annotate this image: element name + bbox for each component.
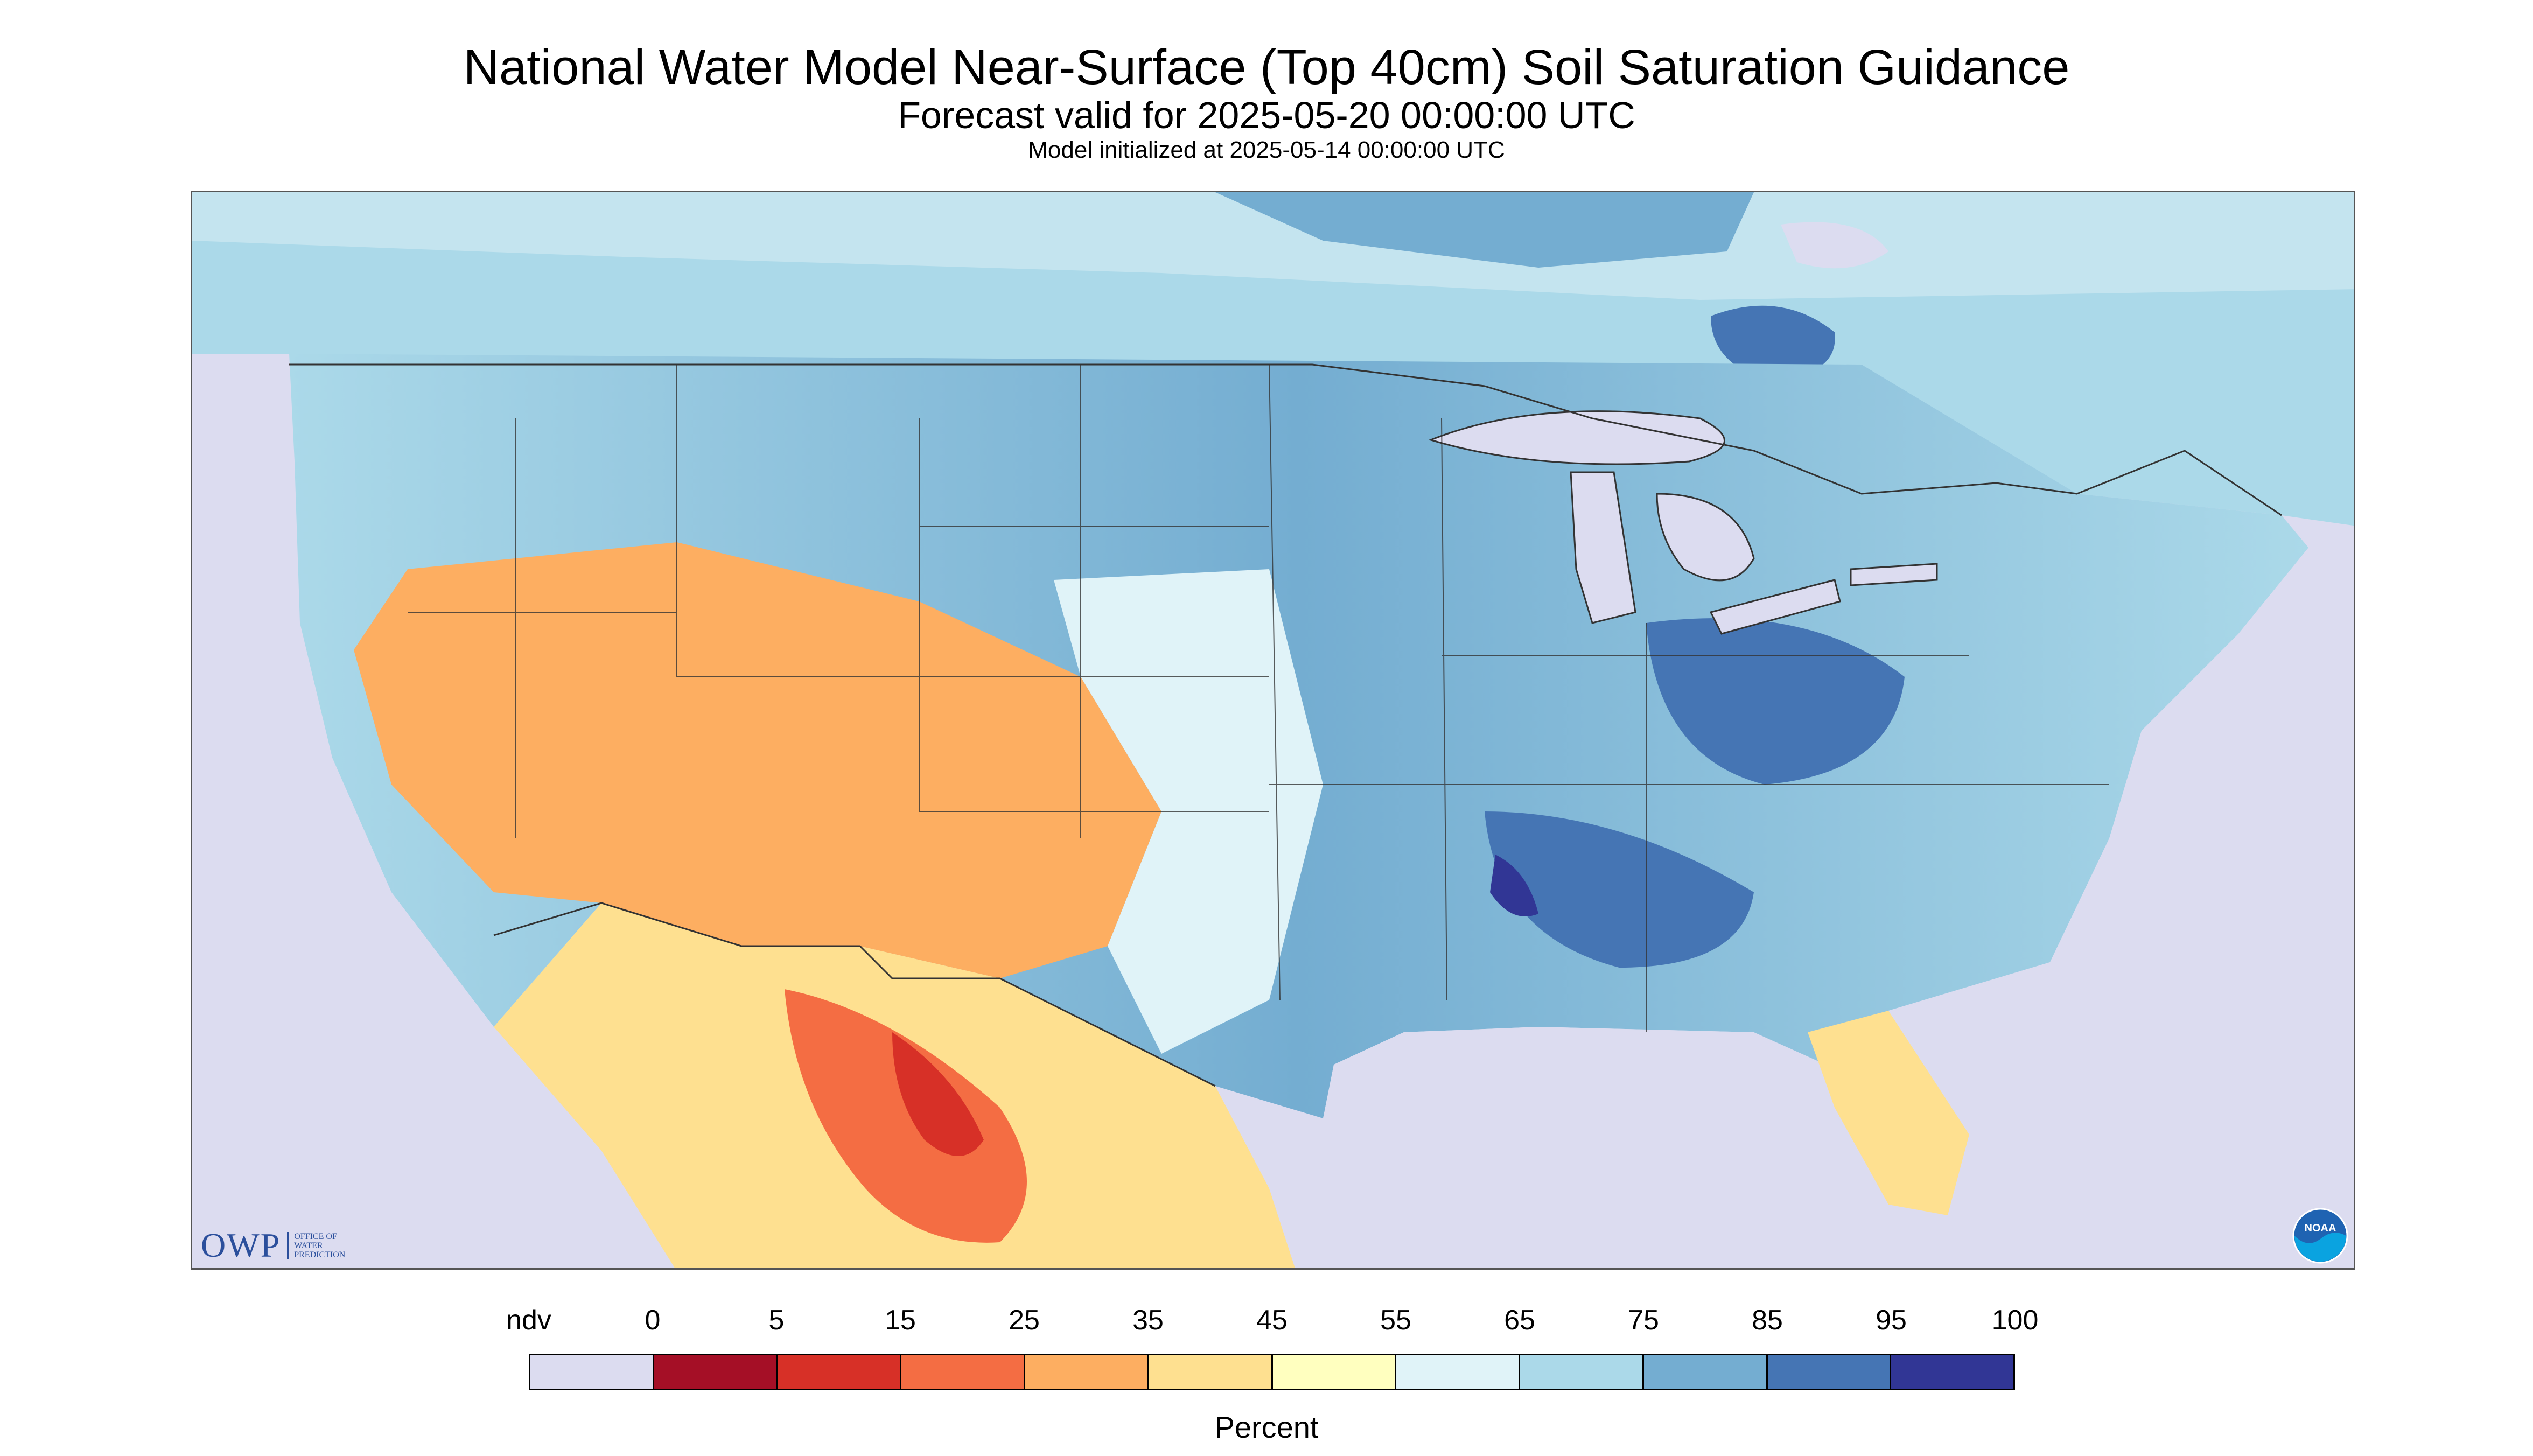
very-dry-sonora <box>785 989 1027 1243</box>
state-lines <box>408 364 2109 1032</box>
wet-ohio-valley <box>1646 618 1905 785</box>
lake-ontario <box>1850 563 1938 586</box>
soil-saturation-map: OWP OFFICE OF WATER PREDICTION NOAA <box>191 191 2355 1270</box>
colorbar-tick: ndv <box>506 1305 551 1336</box>
colorbar-swatch <box>1272 1355 1397 1389</box>
colorbar-tick: 0 <box>645 1305 661 1336</box>
driest-core <box>892 1032 984 1156</box>
map-title: National Water Model Near-Surface (Top 4… <box>463 40 2070 95</box>
hudson-wet-patch <box>1711 305 1835 381</box>
canada-north-band <box>192 192 2354 300</box>
owp-logo-mark: OWP <box>201 1226 281 1264</box>
owp-logo-text: OFFICE OF WATER PREDICTION <box>287 1231 346 1259</box>
colorbar-swatch <box>1891 1355 2013 1389</box>
canada-wet-patch <box>1215 192 1754 268</box>
colorbar-label: Percent <box>1214 1410 1319 1444</box>
colorbar-swatch <box>530 1355 654 1389</box>
owp-logo-line-1: OFFICE OF <box>294 1231 337 1241</box>
colorbar-tick: 5 <box>768 1305 785 1336</box>
colorbar-tick: 65 <box>1504 1305 1535 1336</box>
colorbar-tick: 35 <box>1132 1305 1164 1336</box>
colorbar-tick: 15 <box>885 1305 916 1336</box>
colorbar-swatch <box>778 1355 902 1389</box>
us-canada-border <box>289 363 2282 516</box>
owp-logo-line-2: WATER <box>294 1241 323 1250</box>
wettest-patch <box>1490 855 1538 916</box>
us-mexico-border <box>493 902 1216 1087</box>
colorbar-swatch <box>1520 1355 1644 1389</box>
colorbar-tick: 25 <box>1009 1305 1040 1336</box>
colorbar-tick: 85 <box>1752 1305 1783 1336</box>
colorbar-tick: 55 <box>1380 1305 1411 1336</box>
lake-michigan <box>1570 471 1636 624</box>
colorbar-swatch <box>1767 1355 1892 1389</box>
colorbar-swatch <box>1396 1355 1520 1389</box>
atlantic-ocean <box>1888 527 2354 1268</box>
lake-superior <box>1428 410 1725 465</box>
florida-dry <box>1808 1011 1969 1215</box>
owp-logo: OWP OFFICE OF WATER PREDICTION <box>201 1224 345 1267</box>
colorbar-swatch <box>1643 1355 1768 1389</box>
forecast-valid-time: Forecast valid for 2025-05-20 00:00:00 U… <box>898 94 1635 136</box>
pacific-water <box>192 354 675 1268</box>
colorbar-swatch <box>1149 1355 1273 1389</box>
colorbar <box>529 1354 2015 1390</box>
lake-erie <box>1709 579 1841 635</box>
colorbar-swatch <box>901 1355 1025 1389</box>
model-init-time: Model initialized at 2025-05-14 00:00:00… <box>1028 137 1505 163</box>
colorbar-swatch <box>654 1355 778 1389</box>
lake-huron <box>1656 493 1755 582</box>
noaa-logo-text: NOAA <box>2305 1222 2336 1234</box>
noaa-logo: NOAA <box>2292 1208 2348 1264</box>
colorbar-tick: 45 <box>1256 1305 1288 1336</box>
dry-southwest <box>354 542 1161 978</box>
gulf-of-mexico <box>1215 1027 1996 1268</box>
colorbar-tick: 95 <box>1876 1305 1907 1336</box>
map-canvas <box>192 192 2354 1268</box>
colorbar-tick: 75 <box>1628 1305 1659 1336</box>
no-data-region-west <box>192 569 471 1268</box>
colorbar-tick: 100 <box>1991 1305 2039 1336</box>
wet-deep-south <box>1485 811 1754 968</box>
owp-logo-line-3: PREDICTION <box>294 1250 346 1259</box>
hudson-bay-water <box>1781 222 1888 269</box>
colorbar-swatch <box>1025 1355 1149 1389</box>
